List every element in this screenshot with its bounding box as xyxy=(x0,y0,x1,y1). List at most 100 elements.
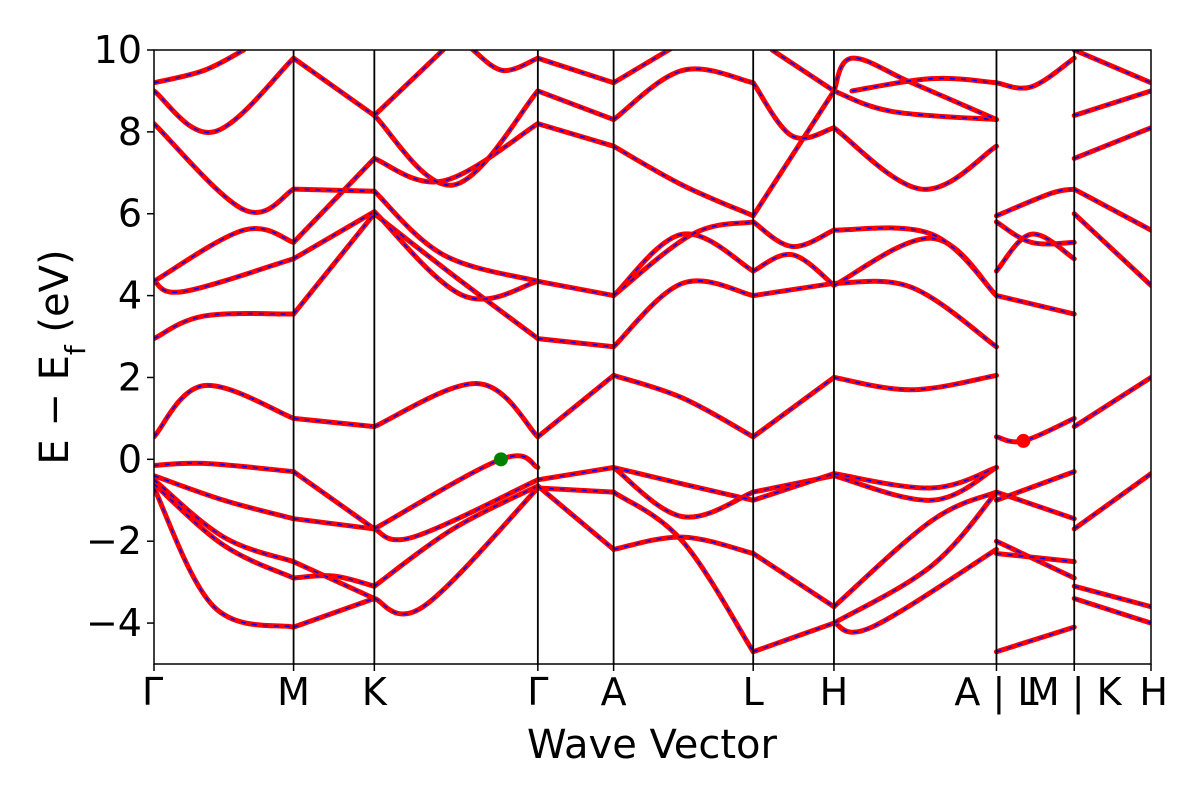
band-dft-8-0 xyxy=(1073,597,1151,624)
band-dft-0-0 xyxy=(154,487,294,628)
band-dft-1-7 xyxy=(293,210,375,260)
y-tick-label-3: 2 xyxy=(118,355,142,399)
band-dft-0-9 xyxy=(154,123,294,214)
band-dft-8-8 xyxy=(1073,50,1151,84)
band-dft-3-5 xyxy=(537,280,614,297)
x-tick-label-8: M | K xyxy=(1027,670,1123,715)
band-dft-3-3 xyxy=(537,374,615,438)
x-tick-label-7: A | L xyxy=(954,670,1038,715)
x-tick-label-9: H xyxy=(1139,670,1168,714)
band-wannier-4-2 xyxy=(611,465,756,520)
band-dft-4-4 xyxy=(613,374,754,438)
x-tick-label-3: Γ xyxy=(527,670,548,714)
band-wannier-7-10 xyxy=(993,55,1077,91)
plot-frame xyxy=(153,49,1152,665)
band-wannier-5-6 xyxy=(750,252,837,288)
band-wannier-0-2 xyxy=(154,477,297,565)
band-wannier-6-0 xyxy=(831,546,999,635)
band-dft-7-7 xyxy=(995,233,1075,272)
band-dft-8-3 xyxy=(1073,376,1151,428)
band-wannier-4-8 xyxy=(611,143,756,219)
cbm-marker xyxy=(1016,433,1031,448)
band-wannier-7-8 xyxy=(993,219,1077,247)
band-dft-1-0 xyxy=(293,597,375,628)
band-dft-7-4 xyxy=(996,470,1075,502)
band-wannier-0-5 xyxy=(154,383,297,440)
y-tick-label-6: 8 xyxy=(118,110,142,154)
x-tick-label-0: Γ xyxy=(142,670,163,714)
band-dft-5-0 xyxy=(752,622,835,653)
band-dft-2-10 xyxy=(373,50,444,117)
band-dft-5-5 xyxy=(753,282,835,297)
band-dft-7-10 xyxy=(996,57,1075,89)
band-dft-3-2 xyxy=(537,466,614,481)
band-dft-2-7 xyxy=(373,190,539,283)
band-dft-5-9 xyxy=(752,82,835,140)
band-dft-6-2 xyxy=(833,491,998,624)
band-dft-6-3 xyxy=(833,466,997,502)
x-tick-label-2: K xyxy=(362,670,388,714)
band-wannier-0-7 xyxy=(154,256,297,295)
band-dft-0-10 xyxy=(154,57,295,134)
y-axis-title-unit: (eV) xyxy=(32,249,78,345)
band-dft-7-6 xyxy=(996,294,1075,315)
band-dft-1-8 xyxy=(293,157,375,243)
band-wannier-5-4 xyxy=(750,374,837,440)
y-tick-label-4: 4 xyxy=(118,274,142,318)
x-axis-title: Wave Vector xyxy=(527,722,778,768)
x-ticks: Γ M K Γ A L H A | LM | K H xyxy=(142,664,1168,715)
band-dft-4-0 xyxy=(613,491,754,653)
band-dft-1-5 xyxy=(293,417,375,428)
band-dft-0-6 xyxy=(154,312,294,340)
band-dft-7-1 xyxy=(996,540,1075,579)
y-tick-label-5: 6 xyxy=(118,192,142,236)
band-wannier-6-1 xyxy=(831,489,999,610)
y-axis-title-main: E − E xyxy=(32,355,78,465)
band-dft-0-4 xyxy=(154,462,294,473)
x-tick-label-6: H xyxy=(820,670,849,714)
band-dft-5-8 xyxy=(752,90,835,217)
band-dft-1-3 xyxy=(293,517,375,530)
band-dft-5-7 xyxy=(752,221,835,248)
band-dft-4-7 xyxy=(613,221,754,297)
band-dft-2-2 xyxy=(374,479,539,541)
y-tick-label-7: 10 xyxy=(94,28,142,72)
band-wannier-1-10 xyxy=(291,55,377,118)
band-dft-6-5 xyxy=(833,374,997,391)
band-dft-8-7 xyxy=(1073,90,1151,117)
band-wannier-2-4 xyxy=(371,381,541,440)
band-dft-7-5 xyxy=(996,417,1075,443)
band-dft-5-6 xyxy=(752,253,835,287)
band-dft-1-9 xyxy=(293,188,375,193)
band-dft-2-11 xyxy=(472,50,539,72)
high-symmetry-lines xyxy=(292,50,1076,664)
y-axis-title-sub: f xyxy=(59,344,92,355)
band-dft-4-9 xyxy=(613,68,754,121)
y-ticks: −4 −2 0 2 4 6 8 10 xyxy=(86,28,154,645)
y-tick-label-1: −2 xyxy=(86,519,142,563)
band-dft-2-0 xyxy=(374,487,539,615)
band-wannier-8-4 xyxy=(1071,211,1151,288)
band-dft-4-1 xyxy=(613,536,754,555)
band-wannier-0-10 xyxy=(154,55,297,135)
band-wannier-6-11 xyxy=(831,55,999,123)
band-wannier-3-1 xyxy=(535,483,617,552)
band-dft-0-1 xyxy=(154,483,294,579)
band-wannier-7-5 xyxy=(993,415,1077,445)
band-dft-6-8 xyxy=(833,227,998,297)
band-dft-5-1 xyxy=(752,552,835,608)
band-dft-7-0 xyxy=(996,626,1075,653)
band-wannier-7-9 xyxy=(993,186,1077,219)
band-wannier-2-2 xyxy=(371,477,541,543)
band-wannier-1-1 xyxy=(291,573,377,589)
band-dft-8-5 xyxy=(1073,188,1151,231)
band-wannier-6-10 xyxy=(831,88,999,123)
band-dft-5-3 xyxy=(752,472,835,502)
band-dft-6-7 xyxy=(833,237,998,297)
band-dft-0-11 xyxy=(154,50,245,84)
x-tick-label-4: A xyxy=(601,670,627,714)
band-wannier-0-9 xyxy=(154,121,297,215)
x-tick-label-5: L xyxy=(743,670,764,714)
band-dft-8-6 xyxy=(1073,127,1151,160)
